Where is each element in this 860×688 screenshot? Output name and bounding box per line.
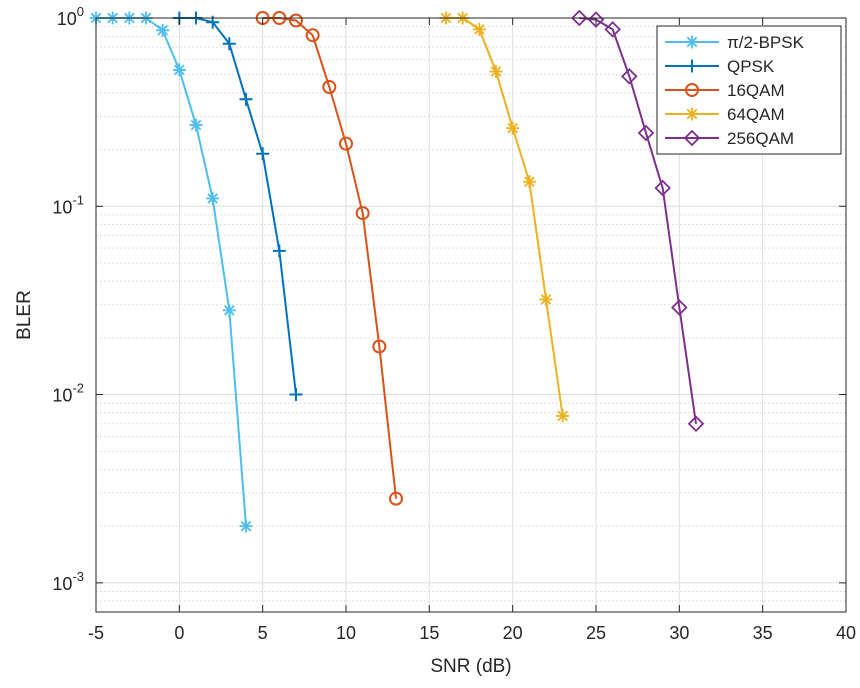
y-tick-label: 10-1 xyxy=(52,192,84,217)
data-point xyxy=(571,9,588,27)
data-point xyxy=(637,124,655,142)
data-point xyxy=(506,121,520,135)
y-tick-base: 10 xyxy=(57,9,77,29)
data-point xyxy=(289,13,303,28)
legend-marker xyxy=(685,107,699,121)
data-point xyxy=(289,388,303,402)
data-point xyxy=(522,175,536,189)
x-tick-label: 20 xyxy=(503,623,523,643)
data-point xyxy=(322,80,337,95)
data-point xyxy=(239,519,253,533)
legend-marker xyxy=(685,35,699,49)
y-tick-exponent: 0 xyxy=(77,4,84,19)
plot-frame xyxy=(95,17,847,613)
y-tick-base: 10 xyxy=(52,574,72,594)
data-point xyxy=(654,179,671,197)
legend-item[interactable]: 16QAM xyxy=(665,81,785,100)
data-point xyxy=(604,21,621,38)
x-tick-label: 0 xyxy=(174,623,184,643)
x-tick-label: 35 xyxy=(753,623,773,643)
y-axis-label: BLER xyxy=(14,290,35,340)
series-0 xyxy=(89,11,253,533)
x-tick-label: 25 xyxy=(586,623,606,643)
x-axis-ticks: -5 0 5 10 15 20 25 30 35 40 xyxy=(88,18,856,643)
y-tick-base: 10 xyxy=(52,197,72,217)
legend-marker xyxy=(685,83,699,97)
y-tick-label: 100 xyxy=(57,4,84,29)
x-tick-label: 10 xyxy=(336,623,356,643)
series-line xyxy=(446,17,564,417)
data-point xyxy=(239,92,253,106)
y-tick-base: 10 xyxy=(52,386,72,406)
x-tick-label: -5 xyxy=(88,623,104,643)
data-point xyxy=(156,23,170,37)
x-tick-label: 5 xyxy=(258,623,268,643)
data-point xyxy=(339,136,353,151)
series-line xyxy=(262,17,397,499)
legend-marker xyxy=(685,59,699,73)
y-tick-label: 10-3 xyxy=(52,569,84,594)
data-point xyxy=(355,206,370,221)
data-point xyxy=(556,409,570,423)
series-2 xyxy=(255,11,403,506)
data-point xyxy=(189,118,203,132)
legend[interactable]: π/2-BPSK QPSK 16QAM 64QAM 256QAM xyxy=(656,25,842,155)
series-line xyxy=(96,17,247,527)
x-axis-label: SNR (dB) xyxy=(430,656,511,677)
legend-item[interactable]: π/2-BPSK xyxy=(665,33,805,52)
series-layer xyxy=(89,9,705,533)
legend-marker xyxy=(683,129,701,147)
y-tick-label: 10-2 xyxy=(52,381,84,406)
legend-label: QPSK xyxy=(727,57,775,76)
data-point xyxy=(489,64,503,78)
legend-label: 256QAM xyxy=(727,129,794,148)
x-tick-label: 40 xyxy=(836,623,856,643)
x-tick-label: 30 xyxy=(669,623,689,643)
series-line xyxy=(579,17,697,424)
data-point xyxy=(206,191,220,205)
legend-label: 64QAM xyxy=(727,105,785,124)
data-point xyxy=(222,303,236,317)
data-point xyxy=(472,22,486,36)
y-tick-exponent: -3 xyxy=(72,569,84,584)
y-tick-exponent: -1 xyxy=(72,192,84,207)
data-point xyxy=(539,292,553,306)
data-point xyxy=(671,299,688,316)
x-tick-label: 15 xyxy=(419,623,439,643)
legend-label: π/2-BPSK xyxy=(727,33,805,52)
data-point xyxy=(305,28,320,43)
data-point xyxy=(389,491,403,506)
legend-item[interactable]: 64QAM xyxy=(665,105,785,124)
data-point xyxy=(687,415,705,432)
series-3 xyxy=(439,11,570,423)
y-tick-exponent: -2 xyxy=(72,381,84,396)
data-point xyxy=(222,37,236,51)
data-point xyxy=(172,63,186,77)
data-point xyxy=(587,11,605,28)
data-point xyxy=(372,339,387,354)
legend-item[interactable]: 256QAM xyxy=(665,129,794,148)
legend-item[interactable]: QPSK xyxy=(665,57,775,76)
legend-label: 16QAM xyxy=(727,81,785,100)
data-point xyxy=(256,147,270,161)
data-point xyxy=(621,68,638,85)
data-point xyxy=(272,244,286,258)
series-4 xyxy=(571,9,705,432)
